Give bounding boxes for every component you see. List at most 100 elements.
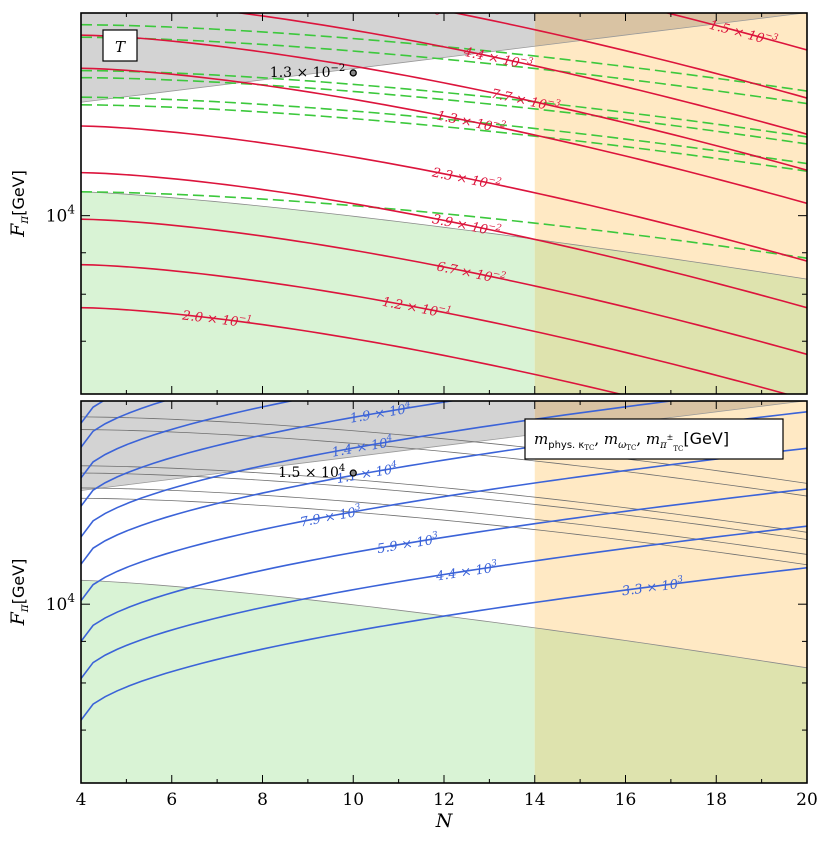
legend-sub: π [659, 440, 667, 451]
contour-label-exponent: 3 [677, 575, 684, 586]
gray-thin-line [81, 429, 807, 497]
contour-line [81, 125, 807, 262]
green-orange-overlap-region [534, 627, 807, 783]
contour-label-exponent: 3 [354, 502, 362, 513]
x-tick-label: 14 [524, 790, 546, 810]
contour-line [81, 171, 807, 309]
gray-boundary-line [81, 13, 807, 103]
gray-thin-line [81, 465, 807, 533]
green-dashed-line [81, 76, 807, 145]
contour-label-exponent: −3 [519, 55, 534, 68]
y-axis-label: Fπ[GeV] [7, 170, 31, 238]
legend-m: m [646, 430, 660, 448]
legend-sub: TC [584, 444, 594, 452]
contour-line [81, 263, 790, 394]
contour-line [451, 13, 807, 99]
contour-line [81, 566, 807, 721]
legend-sub: TC [626, 444, 636, 452]
contour-line [81, 401, 677, 538]
green-dashed-line [81, 69, 807, 138]
contour-line [81, 67, 807, 205]
green-dashed-line [81, 96, 807, 165]
panel-plot-area: 1.5 × 10−32.6 × 10−34.4 × 10−37.7 × 10−3… [81, 13, 807, 394]
marker-label-mantissa: 1.3 × 10 [270, 65, 331, 81]
marker-point [349, 469, 357, 477]
x-tick-label: 12 [433, 790, 455, 810]
contour-label-group: 4.4 × 103 [434, 558, 498, 584]
green-dashed-line [81, 104, 807, 172]
x-tick-label: 20 [796, 790, 818, 810]
contour-label-exponent: −3 [764, 30, 780, 43]
contour-line [81, 218, 807, 356]
contour-line [81, 34, 807, 171]
contour-label-group: 7.9 × 103 [299, 502, 362, 530]
legend-label: mphys. κTC, mωTC, mπ±TC[GeV] [534, 429, 729, 453]
legend-sep: , [594, 430, 604, 448]
contour-line [664, 13, 807, 51]
legend-m: m [534, 430, 548, 448]
y-tick-exponent: 4 [67, 591, 75, 605]
y-axis-label: Fπ[GeV] [7, 559, 31, 627]
contour-label-exponent: 4 [389, 460, 398, 471]
contour-label: 2.0 × 10−1 [180, 306, 252, 331]
y-tick-label: 104 [46, 203, 76, 227]
legend-sup: ± [667, 433, 674, 442]
marker-label-mantissa: 1.5 × 10 [278, 465, 339, 481]
contour-line [81, 525, 807, 680]
green-region [81, 191, 535, 394]
contour-line [81, 401, 295, 479]
panel-top: 1.5 × 10−32.6 × 10−34.4 × 10−37.7 × 10−3… [7, 12, 808, 395]
x-tick-label: 8 [257, 790, 268, 810]
green-dashed-line [81, 191, 807, 259]
contour-line [81, 488, 807, 642]
marker-label: 1.5 × 104 [278, 463, 345, 481]
green-dashed-line [81, 36, 807, 105]
contour-label-exponent: −3 [546, 97, 561, 110]
contour-label-group: 1.3 × 10−2 [435, 109, 507, 135]
contour-label-group: 5.9 × 103 [376, 530, 439, 557]
gray-excluded-region [81, 13, 535, 103]
contour-label-exponent: −2 [492, 269, 507, 282]
green-orange-overlap-region [534, 239, 807, 394]
y-tick-base: 10 [46, 595, 68, 615]
marker-label-exponent: −2 [331, 63, 346, 74]
gray-thin-line [81, 487, 807, 555]
legend-label: T [115, 38, 126, 56]
contour-label-exponent: −1 [438, 303, 453, 315]
x-tick-label: 6 [166, 790, 177, 810]
contour-label-exponent: 4 [385, 433, 394, 444]
contour-label-exponent: −2 [487, 221, 502, 233]
contour-label-mantissa: 5.9 × 10 [376, 533, 434, 557]
contour-label-exponent: 3 [491, 558, 498, 569]
marker-point [349, 69, 357, 77]
green-boundary-line [81, 191, 807, 280]
contour-label-group: 2.0 × 10−1 [180, 306, 252, 331]
y-axis-label-sub: π [17, 603, 31, 613]
contour-line [81, 306, 623, 394]
gray-thin-line [81, 497, 807, 566]
contour-label-group: 3.3 × 103 [621, 575, 685, 600]
legend-sub: TC [673, 445, 683, 453]
y-tick-base: 10 [46, 207, 68, 227]
gray-boundary-line [81, 401, 807, 491]
x-tick-label: 4 [76, 790, 87, 810]
legend-sub: ω [618, 440, 626, 451]
legend-m: m [604, 430, 618, 448]
y-axis-label-main: F [7, 223, 29, 238]
gray-thin-line [81, 472, 807, 540]
x-tick-label: 16 [615, 790, 637, 810]
contour-line [81, 447, 807, 602]
y-tick-exponent: 4 [67, 203, 75, 217]
contour-label: 3.3 × 103 [621, 575, 685, 600]
contour-label-mantissa: 3.3 × 10 [621, 577, 679, 599]
contour-label-exponent: −2 [487, 175, 502, 187]
contour-line [234, 13, 807, 135]
contour-label-exponent: 3 [431, 530, 439, 541]
x-tick-label: 10 [342, 790, 364, 810]
contour-label-exponent: −1 [238, 313, 252, 325]
marker-label: 1.3 × 10−2 [270, 63, 345, 81]
y-tick-label: 104 [46, 591, 76, 615]
green-dashed-line [81, 23, 807, 92]
x-tick-label: 18 [705, 790, 727, 810]
